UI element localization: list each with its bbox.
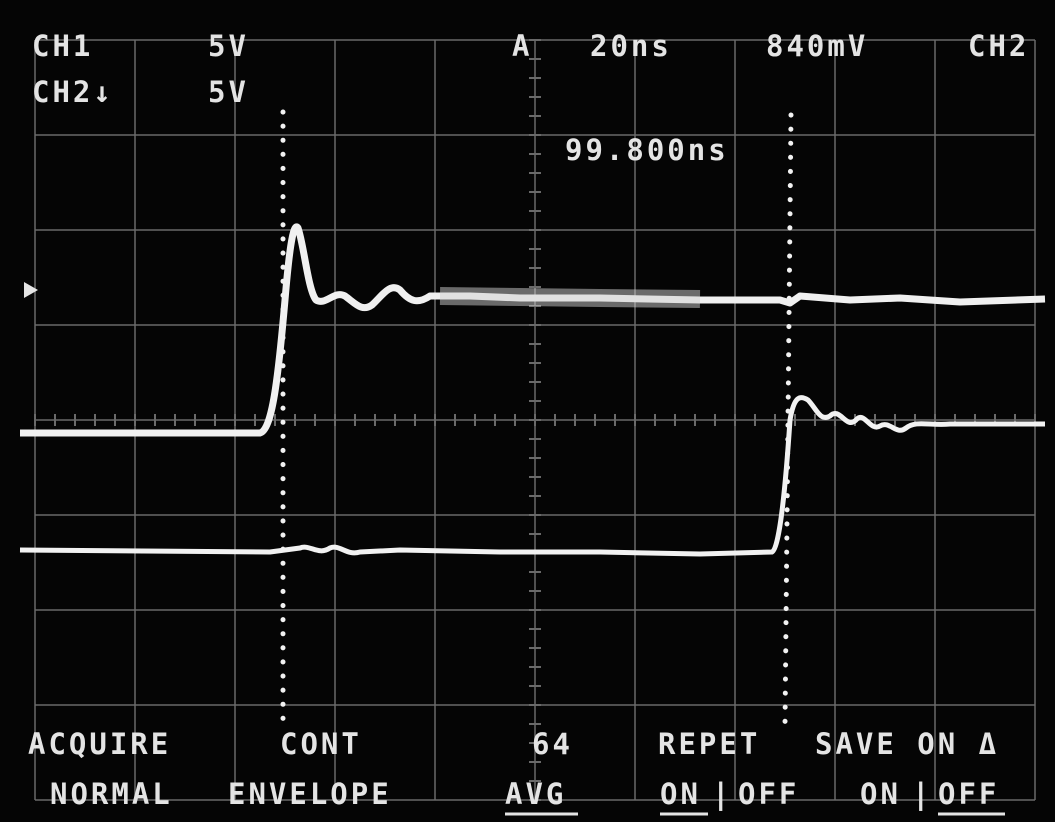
oscilloscope-screen: CH1 5V CH2↓ 5V A 20ns 840mV CH2 99.800ns… (0, 0, 1055, 822)
menu-title: SAVE ON Δ (815, 727, 999, 761)
menu-title: CONT (280, 727, 362, 761)
screen-background (0, 0, 1055, 822)
menu-separator: | (712, 777, 732, 811)
timebase: 20ns (590, 29, 672, 63)
ch1-envelope (440, 296, 700, 299)
menu-separator: | (912, 777, 932, 811)
ch1-label: CH1 (32, 29, 93, 63)
menu-value[interactable]: AVG (505, 777, 566, 811)
ch2-scale: 5V (208, 75, 249, 109)
menu-value[interactable]: ENVELOPE (228, 777, 392, 811)
menu-option[interactable]: OFF (738, 777, 799, 811)
menu-title: ACQUIRE (28, 727, 171, 761)
menu-value[interactable]: NORMAL (50, 777, 173, 811)
menu-option[interactable]: ON (860, 777, 901, 811)
menu-option[interactable]: ON (660, 777, 701, 811)
trigger-channel: CH2 (968, 29, 1029, 63)
cursor-delta: 99.800ns (565, 133, 729, 167)
menu-option[interactable]: OFF (938, 777, 999, 811)
trigger-level: 840mV (766, 29, 868, 63)
menu-title: REPET (658, 727, 760, 761)
trigger-source: A (512, 29, 532, 63)
ch2-label: CH2↓ (32, 75, 114, 109)
menu-title: 64 (532, 727, 573, 761)
ch1-scale: 5V (208, 29, 249, 63)
